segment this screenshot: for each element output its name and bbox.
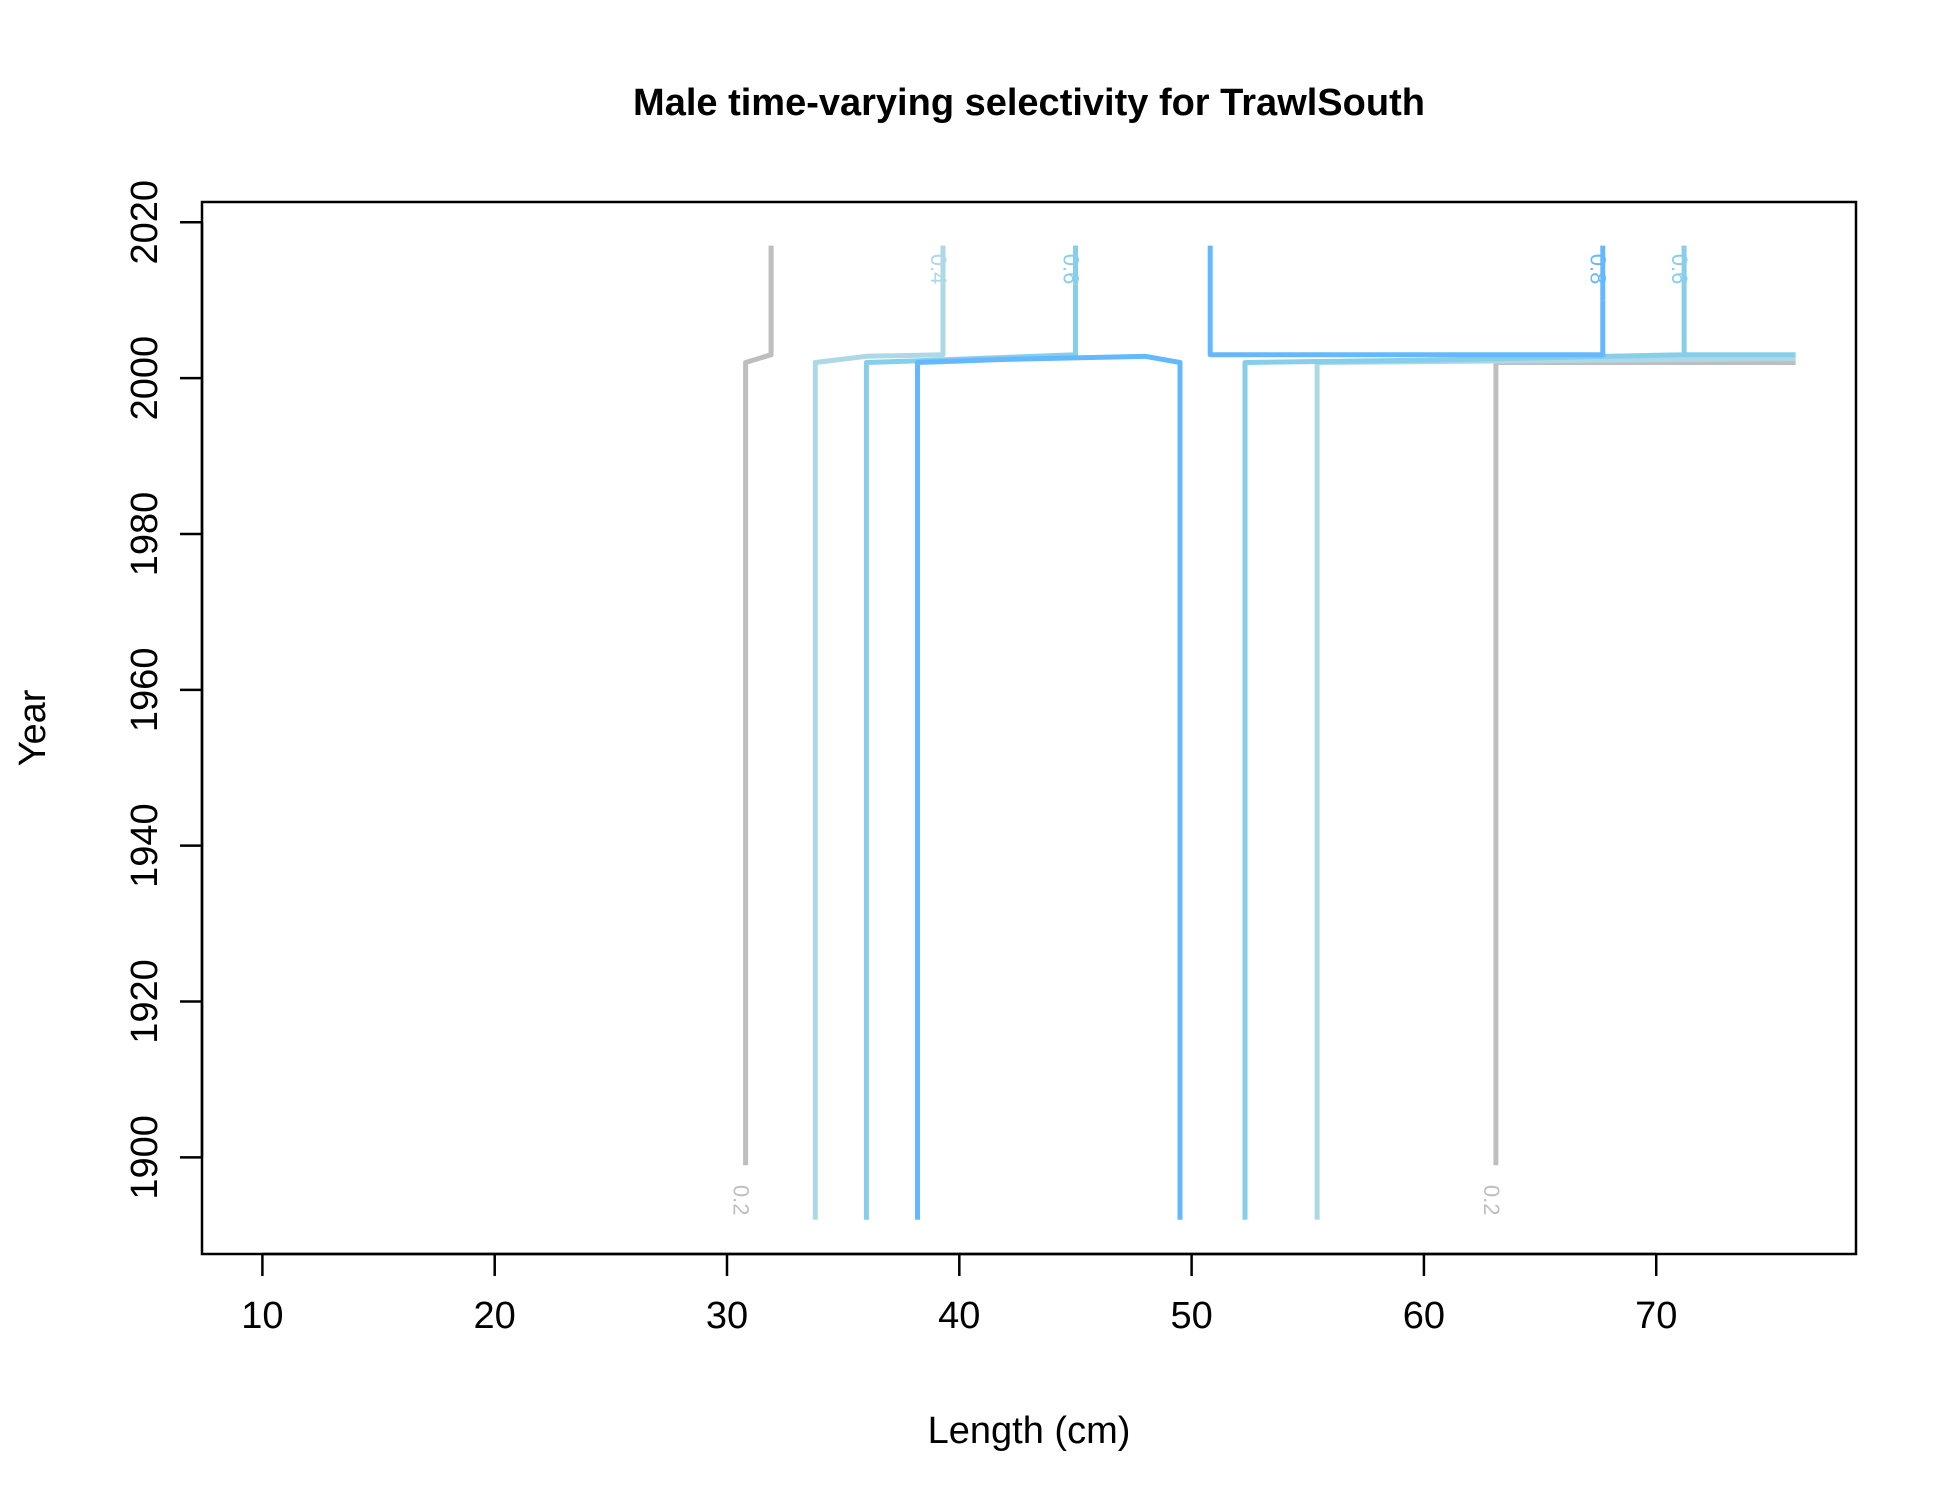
x-tick-label: 20 <box>474 1295 516 1337</box>
x-tick-label: 50 <box>1170 1295 1212 1337</box>
y-axis: 1900 1920 1940 1960 1980 2000 2020 <box>124 180 204 1200</box>
x-axis-label: Length (cm) <box>928 1410 1131 1452</box>
contour-label: 0.6 <box>1058 254 1083 285</box>
contour-line <box>1242 284 1687 1220</box>
contour-label: 0.8 <box>1586 254 1611 285</box>
x-axis: 10 20 30 40 50 60 70 <box>241 1252 1677 1337</box>
contour-line <box>1314 356 1796 1220</box>
contour-line <box>863 284 1078 1220</box>
x-tick-label: 30 <box>706 1295 748 1337</box>
contour-label: 0.2 <box>728 1185 753 1216</box>
x-tick-label: 60 <box>1403 1295 1445 1337</box>
contour-label: 0.4 <box>926 254 951 285</box>
x-tick-label: 40 <box>938 1295 980 1337</box>
contour-lines: 0.2 0.2 0.4 0.6 0.6 0.8 <box>728 245 1796 1220</box>
contour-line <box>743 245 774 1166</box>
contour-label: 0.6 <box>1667 254 1692 285</box>
contour-line <box>915 353 1183 1220</box>
x-tick-label: 10 <box>241 1295 283 1337</box>
y-axis-label: Year <box>12 689 54 766</box>
y-tick-label: 2020 <box>124 180 166 265</box>
y-tick-label: 1980 <box>124 492 166 577</box>
chart-title: Male time-varying selectivity for TrawlS… <box>633 82 1425 124</box>
contour-label: 0.2 <box>1479 1185 1504 1216</box>
y-tick-label: 1920 <box>124 959 166 1044</box>
contour-line <box>812 284 946 1220</box>
y-tick-label: 1960 <box>124 648 166 733</box>
y-tick-label: 1900 <box>124 1115 166 1200</box>
contour-line <box>1493 360 1796 1166</box>
y-tick-label: 1940 <box>124 803 166 888</box>
x-tick-label: 70 <box>1635 1295 1677 1337</box>
y-tick-label: 2000 <box>124 336 166 421</box>
contour-line <box>1207 245 1606 358</box>
